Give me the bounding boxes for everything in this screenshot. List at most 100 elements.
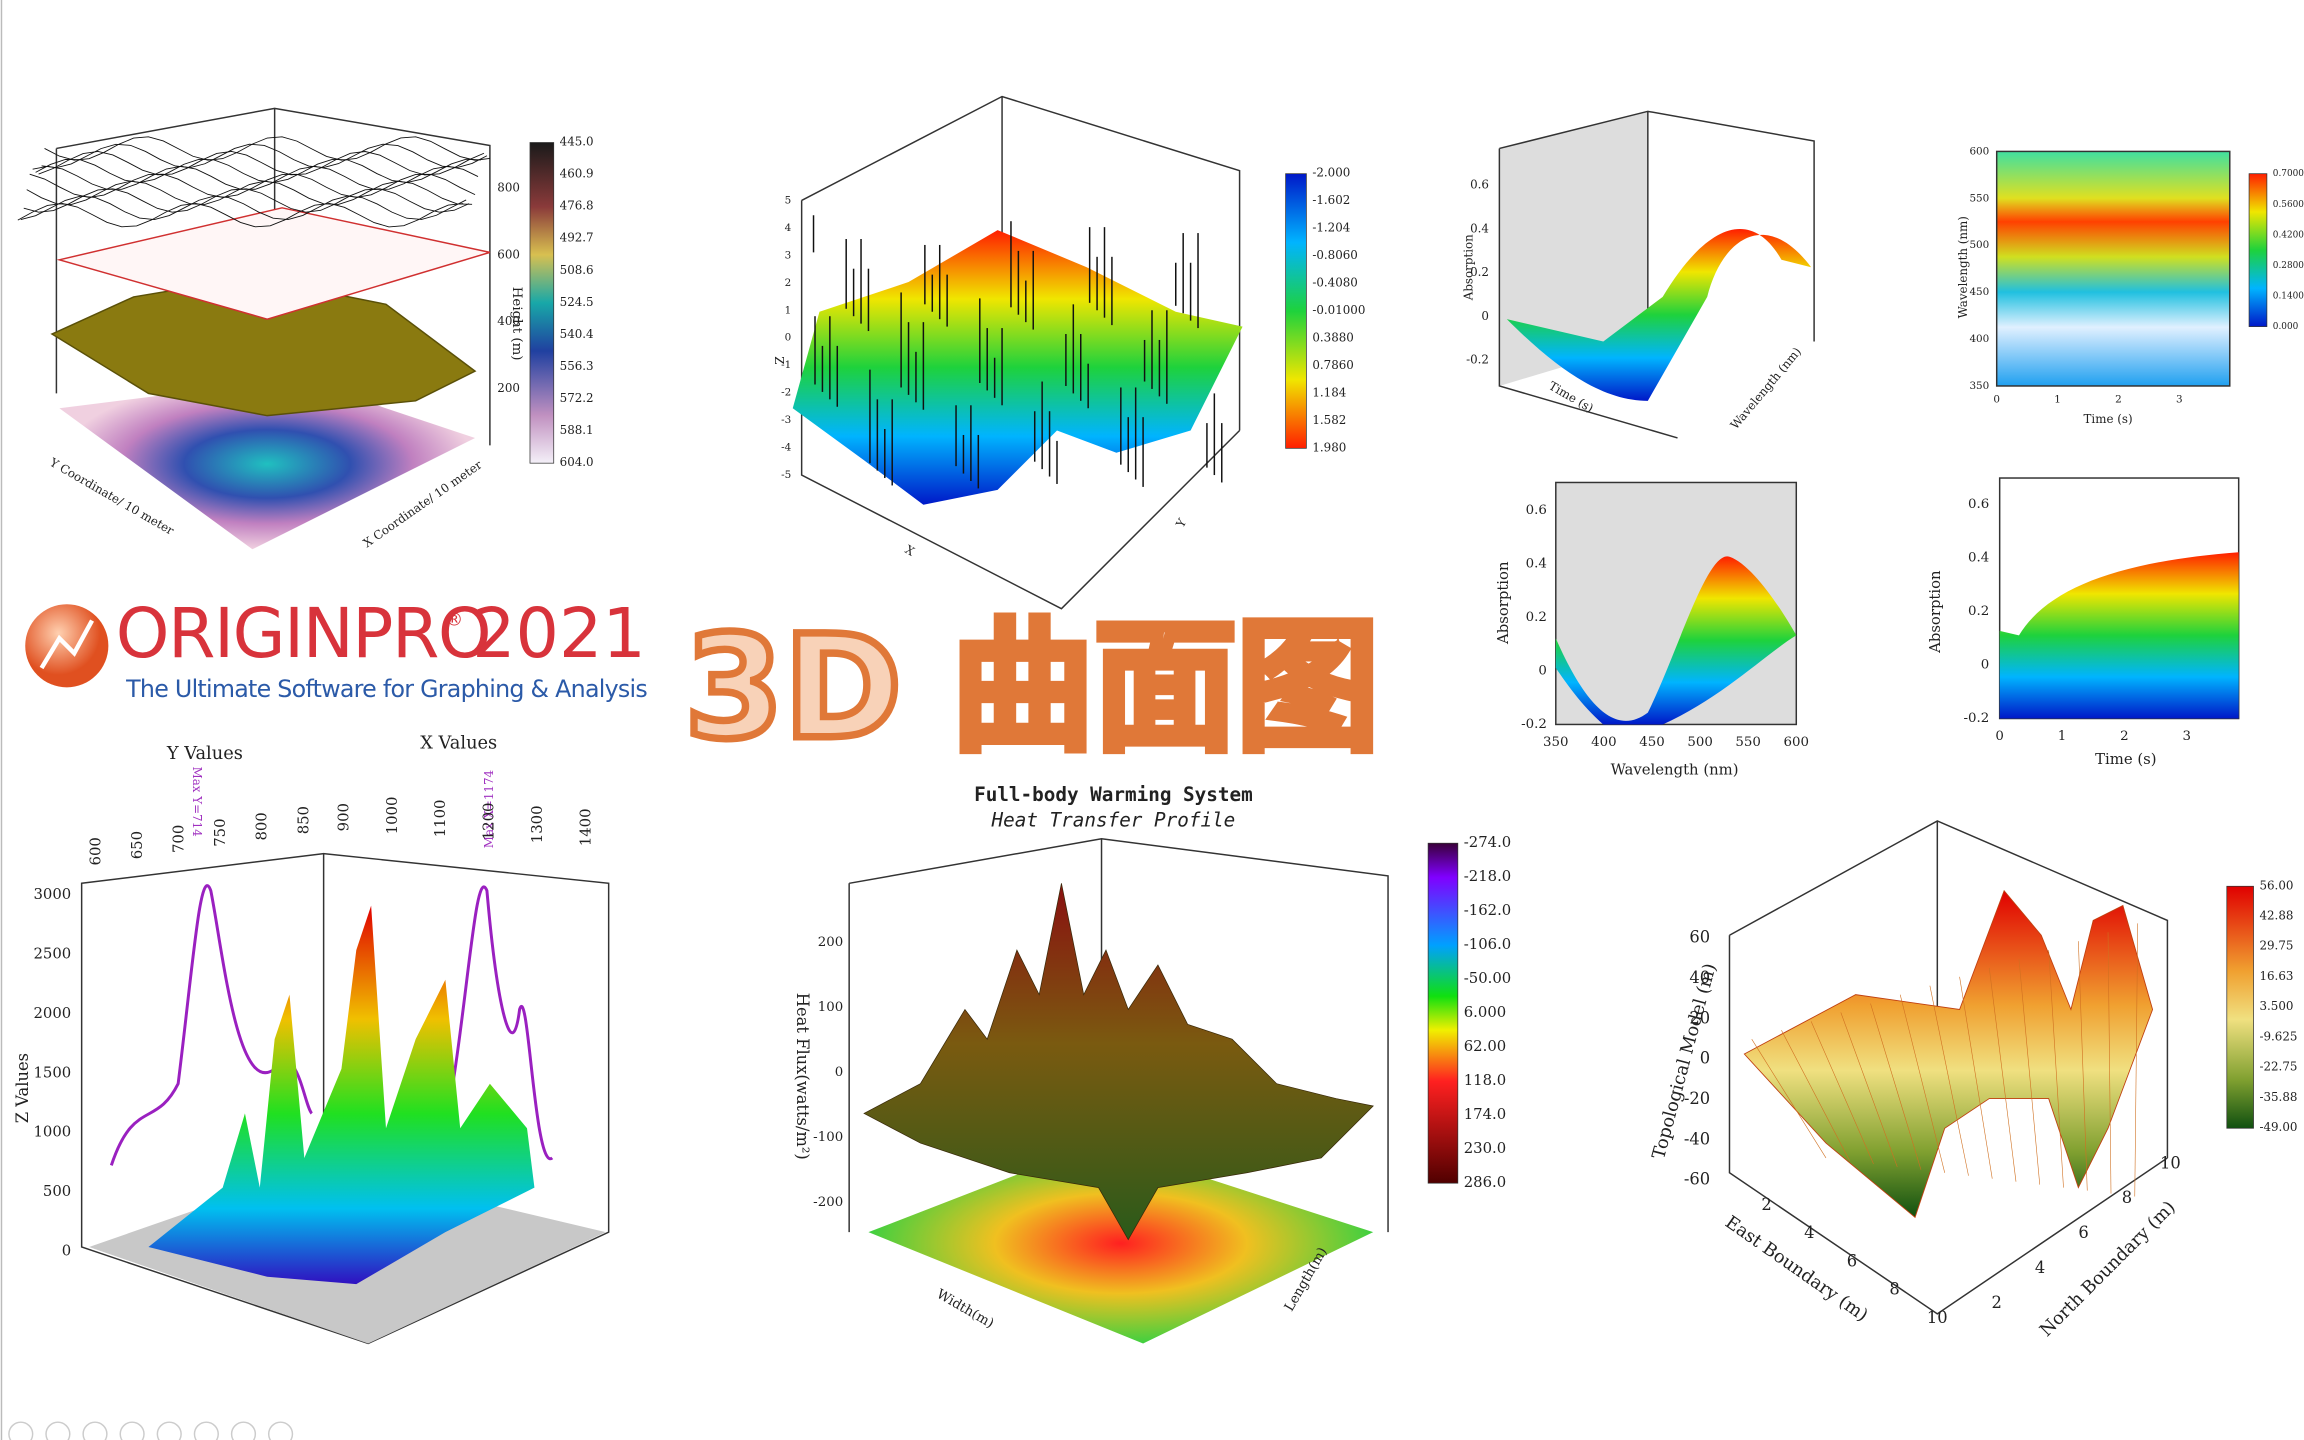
surface xyxy=(1506,229,1812,401)
z-tick-label: -2 xyxy=(781,387,791,399)
mesh-line xyxy=(29,173,476,198)
z-tick-label: 2500 xyxy=(34,946,72,963)
mesh-line xyxy=(20,195,467,221)
panel-topo xyxy=(1728,820,2169,1315)
y-tick-label: 500 xyxy=(1969,239,1989,251)
mesh-line xyxy=(35,158,482,184)
x-tick-label: 450 xyxy=(1639,735,1665,750)
colorbar-label: 3.500 xyxy=(2259,999,2293,1013)
colorbar-label: -218.0 xyxy=(1464,868,1511,885)
mesh-line xyxy=(38,151,485,176)
colorbar-label: 230.0 xyxy=(1464,1140,1506,1157)
z-tick-label: 2000 xyxy=(34,1005,72,1022)
z-tick-label: 200 xyxy=(818,935,843,950)
colorbar-label: -35.88 xyxy=(2259,1090,2297,1104)
colorbar-label: -9.625 xyxy=(2259,1030,2297,1044)
y-tick-label: 0.4 xyxy=(1968,551,1989,566)
toolbar-icon xyxy=(230,1421,257,1440)
z-axis-title: Z Values xyxy=(13,1053,32,1123)
colorbar-label: -22.75 xyxy=(2259,1060,2297,1074)
grid-wire xyxy=(2018,958,2041,1185)
z-tick-label: 800 xyxy=(497,181,520,195)
x-tick-label: 350 xyxy=(1543,735,1569,750)
x-axis-title: Width(m) xyxy=(934,1287,996,1332)
x-tick-label: 500 xyxy=(1687,735,1713,750)
colorbar-label: 540.4 xyxy=(560,327,594,341)
y-tick-label: 850 xyxy=(295,806,312,834)
chart-subtitle: Heat Transfer Profile xyxy=(991,808,1236,831)
surface xyxy=(1555,556,1797,725)
x-tick-label: 8 xyxy=(1889,1280,1899,1299)
z-tick-label: -0.2 xyxy=(1466,353,1489,367)
y-tick-label: 750 xyxy=(212,818,229,846)
colorbar-label: 604.0 xyxy=(560,455,594,469)
chart-title: Full-body Warming System xyxy=(974,783,1253,806)
x-tick-label: 2 xyxy=(2115,393,2122,405)
z-axis-title: Heat Flux(watts/m²) xyxy=(793,993,812,1160)
x-axis-title: Time (s) xyxy=(2095,751,2156,768)
y-tick-label: 0.2 xyxy=(1526,610,1547,625)
z-tick-label: 60 xyxy=(1689,928,1710,947)
colorbar-label: -0.8060 xyxy=(1312,248,1358,262)
x-tick-label: 10 xyxy=(1927,1308,1948,1327)
colorbar-label: 6.000 xyxy=(1464,1004,1506,1021)
slideshow-toolbar xyxy=(8,1421,294,1440)
y-axis-title: Y xyxy=(1173,516,1190,531)
colorbar-label: 445.0 xyxy=(560,135,594,149)
colorbar-label: 1.582 xyxy=(1312,413,1346,427)
y-tick-label: 0 xyxy=(1981,658,1990,673)
y-tick-label: 700 xyxy=(171,825,188,853)
grid-wire xyxy=(1781,1030,1850,1162)
y-tick-label: 600 xyxy=(87,837,104,865)
y-tick-label: 4 xyxy=(2035,1258,2045,1277)
colorbar-label: 0.2800 xyxy=(2273,261,2304,271)
colorbar-label: -2.000 xyxy=(1312,166,1350,180)
x-tick-label: 0 xyxy=(1995,729,2004,744)
logo-brand: ORIGINPRO xyxy=(116,595,490,674)
y-tick-label: -0.2 xyxy=(1521,717,1547,732)
z-tick-label: 400 xyxy=(497,314,520,328)
x-axis-title: Time (s) xyxy=(2084,412,2133,426)
x-tick-label: 1 xyxy=(2058,729,2067,744)
y-tick-label: 350 xyxy=(1969,380,1989,392)
x-tick-label: 1400 xyxy=(577,808,594,846)
z-tick-label: -4 xyxy=(781,442,792,454)
logo-icon-line xyxy=(39,619,94,670)
z-tick-label: 20 xyxy=(1689,1008,1710,1027)
colorbar-label: 56.00 xyxy=(2259,878,2293,892)
colorbar-label: 588.1 xyxy=(560,423,594,437)
colorbar-label: 1.980 xyxy=(1312,440,1346,454)
x-tick-label: 3 xyxy=(2182,729,2191,744)
error-stems xyxy=(812,215,1223,489)
grid-wire xyxy=(1899,994,1946,1173)
mesh-line xyxy=(17,202,464,228)
z-tick-label: 500 xyxy=(43,1183,71,1200)
x-axis-title: X Values xyxy=(420,733,497,754)
x-axis-title: X xyxy=(903,542,918,559)
x-tick-label: 1200 xyxy=(481,802,498,840)
wireframe-surface xyxy=(1743,889,2154,1219)
colorbar xyxy=(1427,842,1459,1184)
colorbar-label: 16.63 xyxy=(2259,969,2293,983)
z-tick-label: 1 xyxy=(785,304,792,316)
plot-frame xyxy=(1995,150,2231,387)
grid-wire xyxy=(2048,950,2064,1188)
colorbar-label: -0.01000 xyxy=(1312,303,1365,317)
surface xyxy=(1999,552,2239,719)
grid-wire xyxy=(1840,1012,1898,1167)
x-tick-label: 3 xyxy=(2176,393,2183,405)
panel-heat xyxy=(848,838,1389,1344)
y-tick-label: 8 xyxy=(2122,1188,2132,1207)
y-tick-label: 400 xyxy=(1969,333,1989,345)
z-tick-label: -5 xyxy=(781,469,791,481)
grid-wire xyxy=(1959,976,1993,1179)
z-tick-label: 0 xyxy=(785,332,792,344)
colorbar-label: 508.6 xyxy=(560,263,594,277)
z-tick-label: 200 xyxy=(497,381,520,395)
surface xyxy=(792,230,1243,505)
x-tick-label: 1100 xyxy=(432,800,449,838)
colorbar-label: 118.0 xyxy=(1464,1072,1506,1089)
